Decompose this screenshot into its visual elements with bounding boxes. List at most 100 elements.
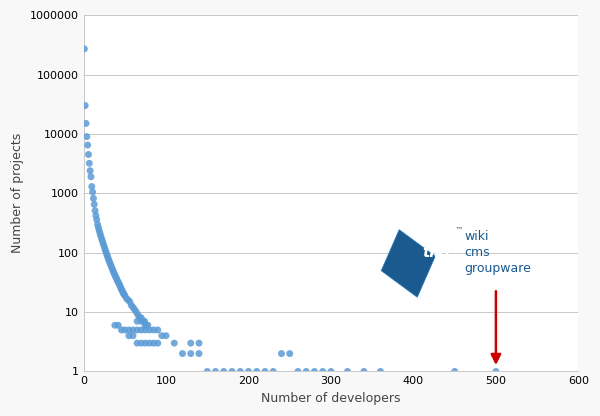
Point [101, 248, 110, 255]
Point [93, 221, 103, 228]
Point [86, 173, 96, 180]
Point [116, 327, 126, 333]
Point [97, 236, 106, 243]
Point [103, 253, 112, 260]
Point [122, 295, 131, 302]
Point [145, 327, 154, 333]
Point [87, 183, 97, 190]
Point [133, 318, 142, 324]
Point [116, 286, 126, 293]
Point [136, 340, 146, 347]
Point [343, 368, 352, 375]
Point [235, 368, 245, 375]
Point [106, 262, 116, 268]
Point [113, 322, 123, 329]
Point [83, 151, 93, 158]
Point [140, 340, 150, 347]
Point [113, 279, 123, 285]
Point [135, 314, 145, 321]
Point [103, 255, 113, 262]
Point [118, 287, 127, 294]
Point [81, 120, 91, 127]
Point [131, 309, 141, 315]
Point [91, 212, 101, 219]
Point [145, 340, 154, 347]
Point [124, 332, 134, 339]
Point [128, 332, 138, 339]
Point [491, 368, 501, 375]
Point [113, 277, 122, 284]
Point [194, 350, 204, 357]
Point [359, 368, 369, 375]
Point [260, 368, 270, 375]
Text: ™: ™ [455, 226, 463, 235]
Point [301, 368, 311, 375]
Point [123, 297, 133, 303]
Point [268, 368, 278, 375]
Point [142, 322, 151, 329]
Point [153, 340, 163, 347]
Point [104, 258, 114, 264]
Point [149, 327, 158, 333]
Point [143, 322, 152, 329]
Point [318, 368, 328, 375]
Point [82, 133, 92, 140]
Point [133, 340, 142, 347]
Point [110, 322, 119, 329]
Point [140, 322, 150, 329]
Point [116, 284, 125, 291]
Point [128, 327, 138, 333]
Point [310, 368, 319, 375]
Point [96, 233, 106, 240]
Point [120, 292, 130, 299]
Point [186, 350, 196, 357]
Point [133, 327, 142, 333]
Point [112, 275, 121, 282]
Point [326, 368, 336, 375]
Point [110, 272, 119, 278]
Point [80, 46, 89, 52]
Point [118, 290, 128, 296]
Text: tiki: tiki [422, 245, 451, 260]
Point [98, 241, 108, 248]
Point [95, 230, 105, 237]
Point [119, 291, 129, 297]
Point [202, 368, 212, 375]
Point [450, 368, 460, 375]
Point [107, 266, 117, 272]
Point [109, 270, 119, 277]
Point [252, 368, 262, 375]
Point [98, 238, 107, 245]
Point [136, 314, 146, 321]
Polygon shape [381, 230, 435, 297]
Point [127, 302, 136, 309]
Point [293, 368, 303, 375]
Point [94, 224, 103, 231]
Point [100, 243, 109, 250]
Point [140, 318, 149, 324]
Point [85, 167, 95, 174]
Point [111, 274, 121, 280]
Point [105, 260, 115, 266]
Point [125, 298, 134, 305]
Point [114, 280, 124, 287]
Point [92, 216, 101, 223]
Point [89, 195, 98, 202]
Point [136, 327, 146, 333]
Point [90, 207, 100, 214]
Point [133, 312, 143, 318]
Point [149, 340, 158, 347]
Point [94, 227, 104, 234]
Point [178, 350, 187, 357]
Point [100, 246, 110, 253]
Point [107, 264, 116, 270]
Point [140, 327, 150, 333]
Point [161, 332, 171, 339]
Y-axis label: Number of projects: Number of projects [11, 133, 24, 253]
Point [88, 189, 97, 196]
Text: wiki
cms
groupware: wiki cms groupware [464, 230, 532, 275]
Point [169, 340, 179, 347]
Point [128, 304, 138, 311]
Point [376, 368, 385, 375]
Point [124, 327, 134, 333]
